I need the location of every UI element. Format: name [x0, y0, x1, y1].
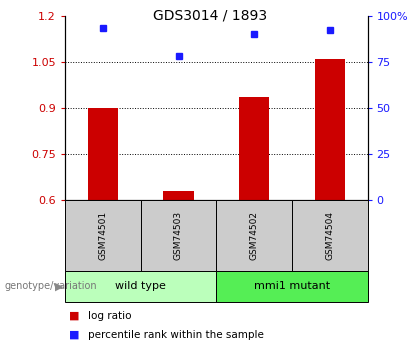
- Bar: [239, 97, 269, 200]
- Bar: [163, 191, 194, 200]
- Text: GDS3014 / 1893: GDS3014 / 1893: [153, 9, 267, 23]
- Text: percentile rank within the sample: percentile rank within the sample: [88, 330, 264, 339]
- Text: GSM74503: GSM74503: [174, 211, 183, 260]
- Text: ▶: ▶: [55, 282, 63, 291]
- Text: mmi1 mutant: mmi1 mutant: [254, 282, 330, 291]
- Text: GSM74504: GSM74504: [325, 211, 334, 260]
- Bar: [315, 59, 345, 200]
- Text: wild type: wild type: [115, 282, 166, 291]
- Text: ■: ■: [69, 311, 80, 321]
- Text: GSM74502: GSM74502: [249, 211, 259, 260]
- Bar: [88, 108, 118, 200]
- Text: genotype/variation: genotype/variation: [4, 282, 97, 291]
- Text: GSM74501: GSM74501: [98, 211, 108, 260]
- Text: log ratio: log ratio: [88, 311, 132, 321]
- Text: ■: ■: [69, 330, 80, 339]
